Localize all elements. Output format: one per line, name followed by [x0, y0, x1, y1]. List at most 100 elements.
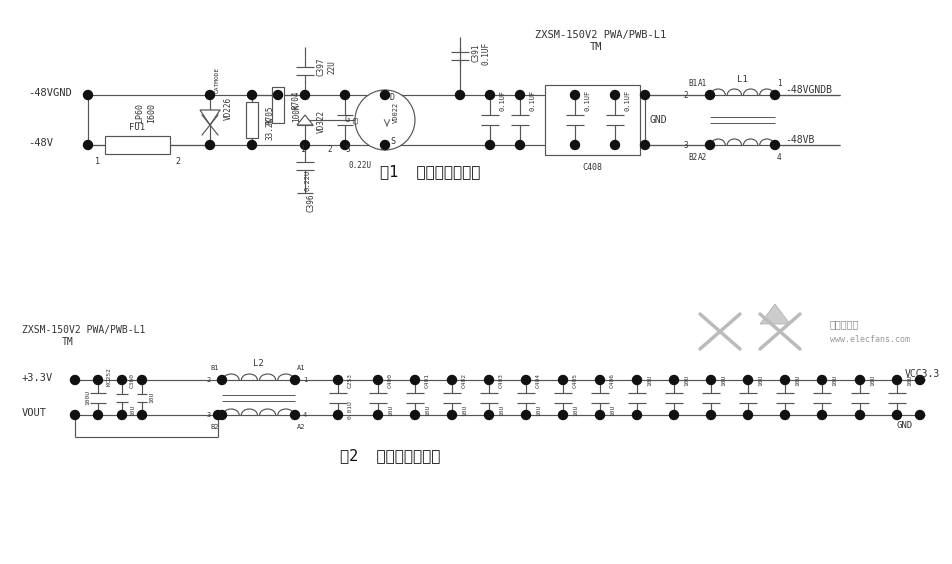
Text: C360: C360: [129, 372, 135, 387]
Text: 1: 1: [303, 377, 307, 383]
Circle shape: [892, 411, 901, 420]
Circle shape: [355, 90, 414, 150]
Circle shape: [273, 90, 282, 99]
Text: www.elecfans.com: www.elecfans.com: [829, 334, 909, 343]
Text: ZXSM-150V2 PWA/PWB-L1: ZXSM-150V2 PWA/PWB-L1: [534, 30, 665, 40]
Circle shape: [117, 376, 127, 385]
Circle shape: [915, 376, 923, 385]
Circle shape: [373, 411, 382, 420]
Text: S: S: [346, 146, 350, 155]
Circle shape: [521, 411, 530, 420]
Circle shape: [704, 140, 714, 149]
Polygon shape: [297, 115, 312, 125]
Circle shape: [484, 411, 493, 420]
Text: 图2  原输出滤波电路: 图2 原输出滤波电路: [340, 448, 440, 464]
Text: 2: 2: [683, 90, 687, 99]
Circle shape: [743, 376, 752, 385]
Circle shape: [93, 376, 103, 385]
Circle shape: [447, 411, 456, 420]
Circle shape: [410, 376, 419, 385]
Circle shape: [217, 411, 227, 420]
Circle shape: [300, 90, 309, 99]
Text: 0.1UF: 0.1UF: [625, 89, 630, 111]
Text: C391: C391: [471, 44, 481, 62]
Circle shape: [570, 140, 579, 149]
Text: 2: 2: [175, 156, 180, 165]
Text: 10U: 10U: [535, 404, 541, 416]
Text: 10U: 10U: [684, 374, 688, 386]
Text: I600: I600: [147, 103, 156, 123]
Text: C401: C401: [425, 372, 429, 387]
Circle shape: [137, 376, 147, 385]
Text: 10U: 10U: [425, 404, 429, 416]
Circle shape: [817, 411, 825, 420]
Circle shape: [515, 140, 524, 149]
Polygon shape: [759, 304, 789, 324]
Circle shape: [410, 411, 419, 420]
Text: A1: A1: [697, 78, 706, 87]
Circle shape: [248, 140, 256, 149]
Text: C400: C400: [387, 372, 392, 387]
Circle shape: [855, 376, 863, 385]
Text: 0.22U: 0.22U: [305, 169, 310, 191]
Text: GND: GND: [649, 115, 667, 125]
Text: VD322: VD322: [317, 109, 326, 133]
Circle shape: [892, 376, 901, 385]
Circle shape: [300, 140, 309, 149]
Circle shape: [632, 411, 641, 420]
Text: -48VGNDB: -48VGNDB: [784, 85, 831, 95]
Text: VOUT: VOUT: [22, 408, 47, 418]
Text: C408: C408: [582, 162, 602, 171]
Text: TM: TM: [62, 337, 73, 347]
Text: 10U: 10U: [721, 374, 725, 386]
Circle shape: [206, 140, 214, 149]
Text: C253: C253: [347, 372, 352, 387]
Text: L2: L2: [253, 359, 264, 368]
Text: 图1  原输入滤波电路: 图1 原输入滤波电路: [380, 165, 480, 179]
Circle shape: [484, 376, 493, 385]
Text: 33.2K: 33.2K: [266, 116, 275, 139]
Circle shape: [485, 140, 494, 149]
Circle shape: [780, 376, 788, 385]
Text: +3.3V: +3.3V: [22, 373, 53, 383]
Circle shape: [640, 140, 649, 149]
Text: C406: C406: [609, 372, 614, 387]
Text: 2: 2: [207, 377, 210, 383]
Circle shape: [705, 376, 715, 385]
Circle shape: [380, 140, 389, 149]
Circle shape: [455, 90, 464, 99]
Text: 3: 3: [683, 140, 687, 149]
Bar: [105, 136, 169, 154]
Text: 10U: 10U: [149, 392, 154, 403]
Circle shape: [70, 376, 79, 385]
Text: 10U: 10U: [572, 404, 578, 416]
Circle shape: [213, 411, 222, 420]
Text: 10U: 10U: [646, 374, 651, 386]
Circle shape: [595, 376, 604, 385]
Text: 1: 1: [776, 78, 781, 87]
Text: 10U: 10U: [609, 404, 614, 416]
Circle shape: [610, 90, 619, 99]
Circle shape: [669, 411, 678, 420]
Text: -48VB: -48VB: [784, 135, 814, 145]
Text: 3: 3: [207, 412, 210, 418]
Text: C397: C397: [317, 58, 326, 76]
Circle shape: [769, 90, 779, 99]
Text: 电子发烧友: 电子发烧友: [829, 319, 859, 329]
Text: 10U: 10U: [499, 404, 504, 416]
Circle shape: [70, 411, 79, 420]
Text: VD022: VD022: [392, 102, 399, 122]
Circle shape: [669, 376, 678, 385]
Text: L1: L1: [736, 74, 747, 83]
Text: B1: B1: [688, 78, 697, 87]
Text: KC252: KC252: [107, 368, 112, 386]
Text: 100U: 100U: [86, 390, 90, 405]
Text: GND: GND: [896, 421, 912, 430]
Circle shape: [333, 411, 342, 420]
Circle shape: [373, 376, 382, 385]
Text: LP60: LP60: [135, 103, 144, 123]
Circle shape: [84, 90, 92, 99]
Text: B2: B2: [210, 424, 219, 430]
Circle shape: [558, 411, 566, 420]
Text: 0.22U: 0.22U: [348, 161, 371, 170]
